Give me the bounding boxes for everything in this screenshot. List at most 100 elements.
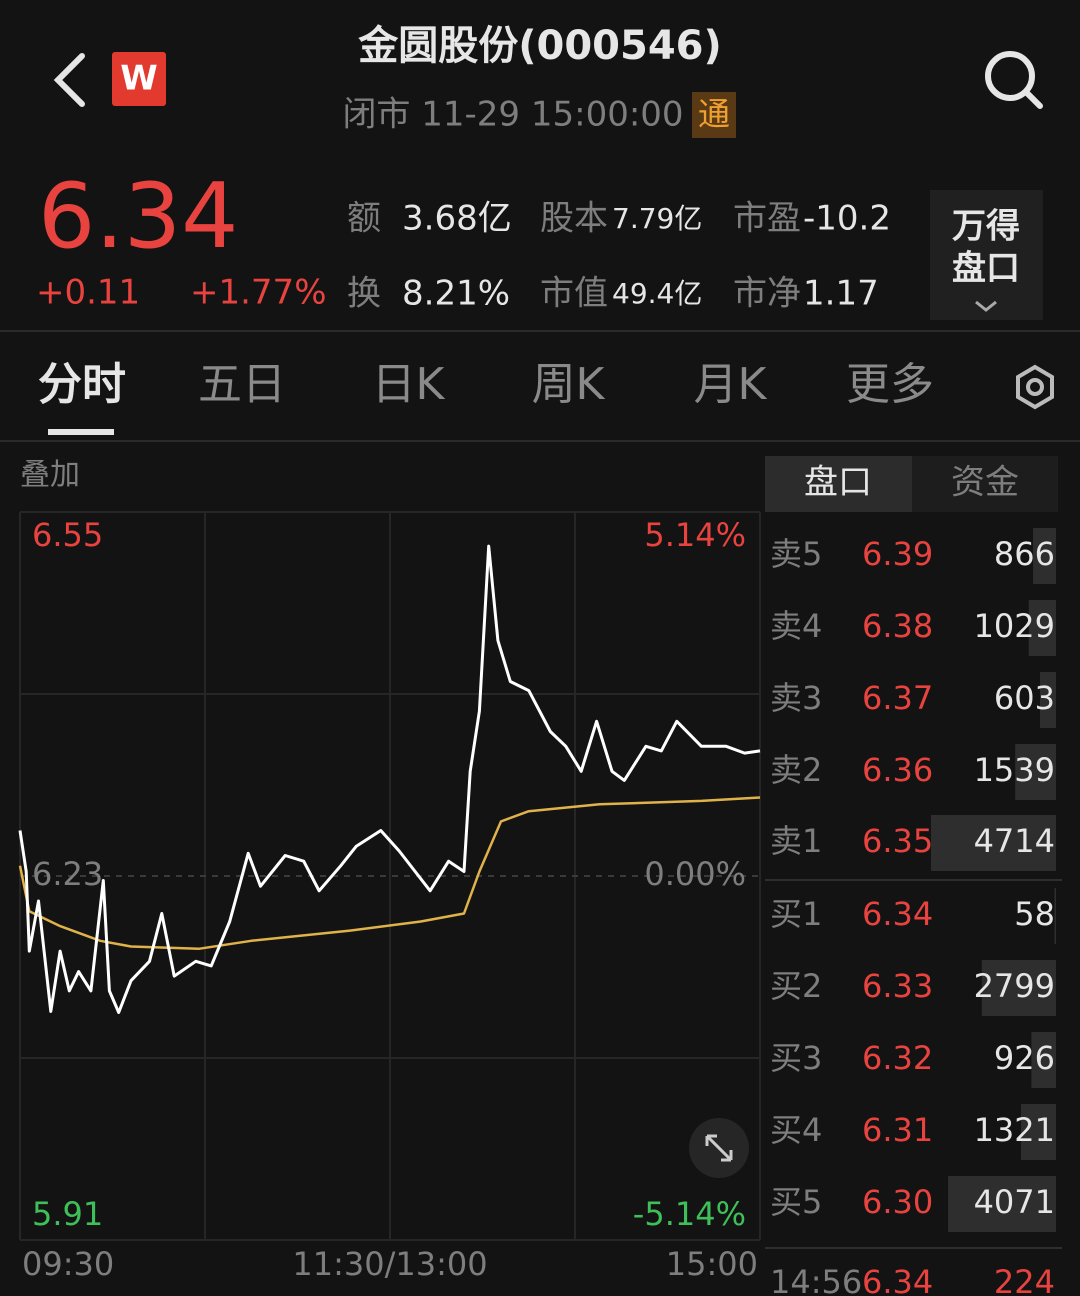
y-tick-label: 5.91 — [32, 1195, 103, 1233]
book-price: 6.34 — [862, 895, 933, 933]
logo-text: W — [120, 59, 158, 99]
book-label: 卖2 — [770, 751, 822, 789]
book-volume: 4071 — [974, 1183, 1055, 1221]
tab[interactable]: 日K — [372, 359, 446, 410]
tab-indicator — [48, 429, 114, 435]
stat-label: 换 — [347, 274, 381, 314]
book-volume: 1029 — [974, 607, 1055, 645]
volume-bar — [1020, 1104, 1056, 1160]
book-price: 6.32 — [862, 1039, 933, 1077]
stats: 额 3.68亿 股本 7.79亿 市盈 -10.2 换 8.21% 市值 49.4亿 市净 1.17 — [347, 199, 891, 314]
book-label: 卖5 — [770, 535, 822, 573]
book-price: 6.39 — [862, 535, 933, 573]
last-trade-volume: 224 — [994, 1263, 1055, 1296]
stat-label: 额 — [347, 199, 381, 239]
x-tick-label: 11:30/13:00 — [292, 1245, 487, 1283]
badge-bg — [692, 92, 736, 138]
book-tab-active — [765, 456, 912, 512]
button-text: 盘口 — [952, 249, 1020, 289]
price-line — [18, 796, 761, 951]
book-label: 买3 — [770, 1039, 822, 1077]
book-label: 卖1 — [770, 822, 822, 860]
book-volume: 866 — [994, 535, 1055, 573]
book-volume: 926 — [994, 1039, 1055, 1077]
last-trade-price: 6.34 — [862, 1263, 933, 1296]
stat-value: -10.2 — [803, 199, 891, 239]
logo[interactable] — [112, 52, 166, 106]
order-book: 卖5 6.39 866 卖4 6.38 1029 卖3 6.37 603 卖2 6.36 1539 卖1… — [770, 528, 1056, 1232]
volume-bar — [1033, 528, 1056, 584]
y2-tick-label: 5.14% — [644, 516, 746, 554]
book-volume: 1321 — [974, 1111, 1055, 1149]
book-label: 买4 — [770, 1111, 822, 1149]
tab[interactable]: 分时 — [38, 359, 126, 410]
tabs: 分时 五日 日K 周K 月K 更多 — [38, 359, 934, 410]
volume-bar — [931, 815, 1056, 871]
button-text: 万得 — [952, 207, 1020, 247]
book-label: 卖3 — [770, 679, 822, 717]
tab[interactable]: 五日 — [198, 359, 286, 410]
market-status: 闭市 11-29 15:00:00 — [342, 95, 683, 135]
y-tick-label: 6.55 — [32, 516, 103, 554]
book-label: 买5 — [770, 1183, 822, 1221]
book-volume: 1539 — [974, 751, 1055, 789]
stock-title: 金圆股份(000546) — [357, 23, 722, 69]
stat-value: 1.17 — [803, 274, 879, 314]
volume-bar — [1031, 1032, 1056, 1088]
chevron — [975, 300, 997, 312]
stat-label: 市盈 — [733, 199, 801, 239]
stat-value: 49.4亿 — [612, 277, 702, 310]
stat-value: 8.21% — [402, 274, 510, 314]
tab[interactable]: 更多 — [846, 359, 934, 410]
book-price: 6.37 — [862, 679, 933, 717]
book-price: 6.36 — [862, 751, 933, 789]
book-volume: 2799 — [974, 967, 1055, 1005]
volume-bar — [1028, 600, 1056, 656]
last-price: 6.34 — [38, 164, 238, 269]
volume-bar — [1015, 744, 1056, 800]
book-label: 买2 — [770, 967, 822, 1005]
volume-bar — [948, 1176, 1056, 1232]
book-price: 6.33 — [862, 967, 933, 1005]
y2-tick-label: -5.14% — [633, 1195, 746, 1233]
price-change-pct: +1.77% — [190, 273, 327, 313]
last-trade-time: 14:56 — [770, 1263, 862, 1296]
price-change: +0.11 — [36, 273, 140, 313]
book-label: 买1 — [770, 895, 822, 933]
book-volume: 4714 — [974, 822, 1055, 860]
volume-bar — [1054, 888, 1056, 944]
stat-label: 股本 — [540, 199, 608, 239]
y2-tick-label: 0.00% — [644, 855, 746, 893]
book-label: 卖4 — [770, 607, 822, 645]
tab[interactable]: 月K — [694, 359, 768, 410]
x-tick-label: 09:30 — [22, 1245, 114, 1283]
wind-button[interactable] — [930, 190, 1043, 320]
expand-button[interactable] — [689, 1118, 749, 1178]
book-price: 6.30 — [862, 1183, 933, 1221]
stat-label: 市净 — [733, 274, 801, 314]
stat-value: 7.79亿 — [612, 202, 702, 235]
x-tick-label: 15:00 — [666, 1245, 758, 1283]
tab[interactable]: 周K — [532, 359, 606, 410]
settings-button[interactable] — [1016, 364, 1054, 410]
book-tab[interactable]: 盘口 — [804, 463, 872, 503]
book-volume: 58 — [1014, 895, 1055, 933]
back-button[interactable] — [53, 53, 85, 107]
stat-value: 3.68亿 — [402, 199, 512, 239]
intraday-chart: 09:30 11:30/13:00 15:00 5.91 6.23 6.55 -5.14% 0… — [18, 511, 761, 1283]
stat-label: 市值 — [540, 274, 608, 314]
overlay-button[interactable]: 叠加 — [20, 458, 80, 493]
book-volume: 603 — [994, 679, 1055, 717]
volume-bar — [1040, 672, 1056, 728]
volume-bar — [981, 960, 1056, 1016]
y-tick-label: 6.23 — [32, 855, 103, 893]
price-line — [18, 544, 761, 1014]
search-button[interactable] — [985, 51, 1043, 109]
book-tab[interactable]: 资金 — [951, 463, 1019, 503]
book-price: 6.38 — [862, 607, 933, 645]
book-price: 6.31 — [862, 1111, 933, 1149]
badge: 通 — [698, 95, 730, 133]
